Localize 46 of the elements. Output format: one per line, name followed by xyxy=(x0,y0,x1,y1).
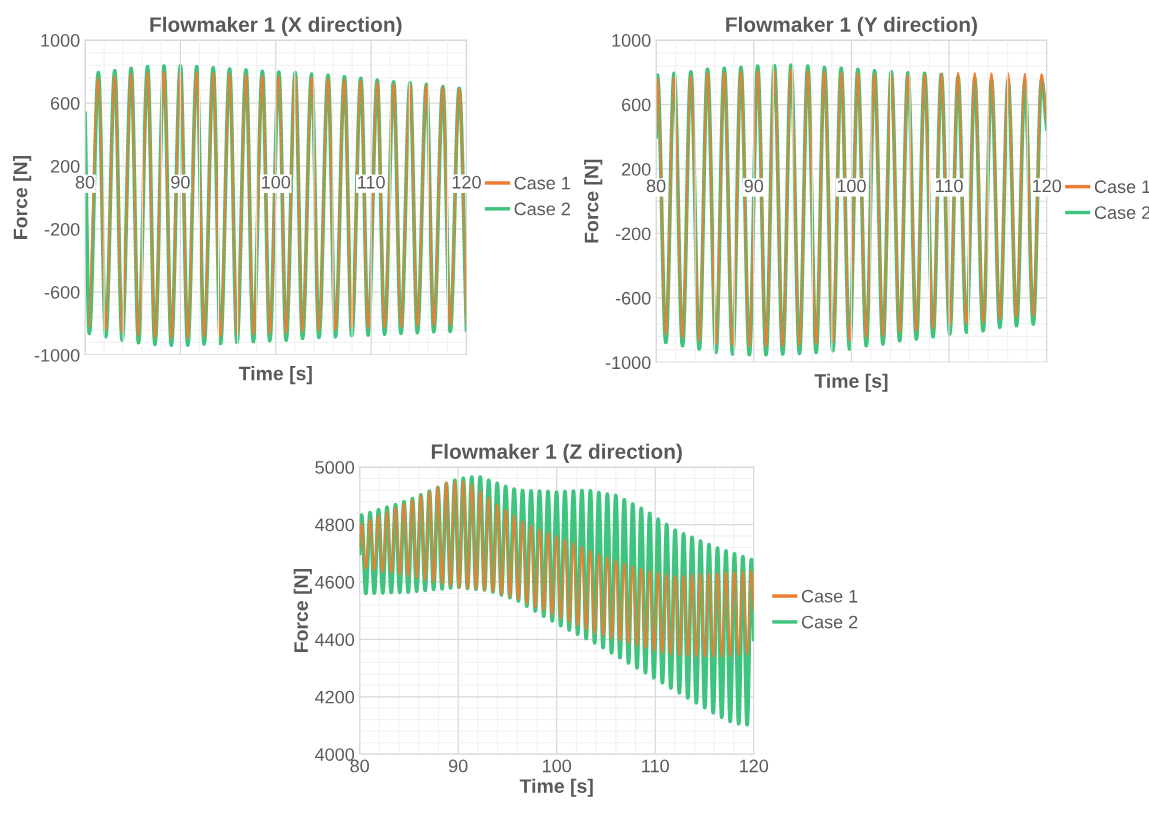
y-tick-label: -1000 xyxy=(605,356,651,370)
x-tick-label: 110 xyxy=(358,175,385,189)
y-tick-label: -600 xyxy=(44,285,80,299)
y-axis-title: Force [N] xyxy=(293,569,312,653)
y-tick-label: 4000 xyxy=(315,748,355,761)
x-tick-label: 120 xyxy=(740,759,769,773)
x-tick-label: 120 xyxy=(1033,179,1062,193)
y-tick-label: 5000 xyxy=(315,461,355,474)
y-tick-label: 600 xyxy=(50,97,80,110)
legend-label: Case 2 xyxy=(514,202,570,216)
y-tick-label: -600 xyxy=(615,291,651,305)
y-axis-title: Force [N] xyxy=(584,159,603,243)
chart-title: Flowmaker 1 (Y direction) xyxy=(726,16,977,37)
y-tick-label: 200 xyxy=(50,159,80,173)
y-tick-label: 600 xyxy=(622,98,651,112)
x-tick-label: 110 xyxy=(642,759,669,773)
legend-label: Case 2 xyxy=(801,615,858,629)
x-axis-title: Time [s] xyxy=(238,366,312,385)
chart-title: Flowmaker 1 (X direction) xyxy=(150,16,402,37)
x-tick-label: 90 xyxy=(744,179,764,193)
x-tick-label: 110 xyxy=(936,179,963,193)
y-tick-label: 4800 xyxy=(315,518,355,532)
y-tick-label: -200 xyxy=(44,222,80,236)
legend-label: Case 1 xyxy=(514,176,570,190)
y-tick-label: 1000 xyxy=(612,34,651,47)
x-tick-label: 80 xyxy=(75,175,95,189)
x-tick-label: 80 xyxy=(646,179,666,193)
y-tick-label: 200 xyxy=(622,162,651,176)
x-axis-title: Time [s] xyxy=(814,373,888,392)
x-tick-label: 100 xyxy=(543,759,572,773)
chart-title: Flowmaker 1 (Z direction) xyxy=(431,443,682,464)
x-axis-title: Time [s] xyxy=(519,778,593,797)
x-tick-label: 80 xyxy=(350,759,369,773)
y-axis-title: Force [N] xyxy=(13,155,32,239)
x-tick-label: 100 xyxy=(262,175,291,189)
x-tick-label: 120 xyxy=(452,175,481,189)
x-tick-label: 90 xyxy=(171,175,190,189)
y-tick-label: 4600 xyxy=(315,575,355,589)
y-tick-label: 4400 xyxy=(315,633,355,647)
x-tick-label: 90 xyxy=(448,759,468,773)
legend-label: Case 1 xyxy=(801,589,858,603)
x-tick-label: 100 xyxy=(837,179,866,193)
y-tick-label: -1000 xyxy=(34,348,80,362)
y-tick-label: -200 xyxy=(615,227,651,241)
y-tick-label: 4200 xyxy=(315,690,355,704)
y-tick-label: 1000 xyxy=(41,34,80,47)
